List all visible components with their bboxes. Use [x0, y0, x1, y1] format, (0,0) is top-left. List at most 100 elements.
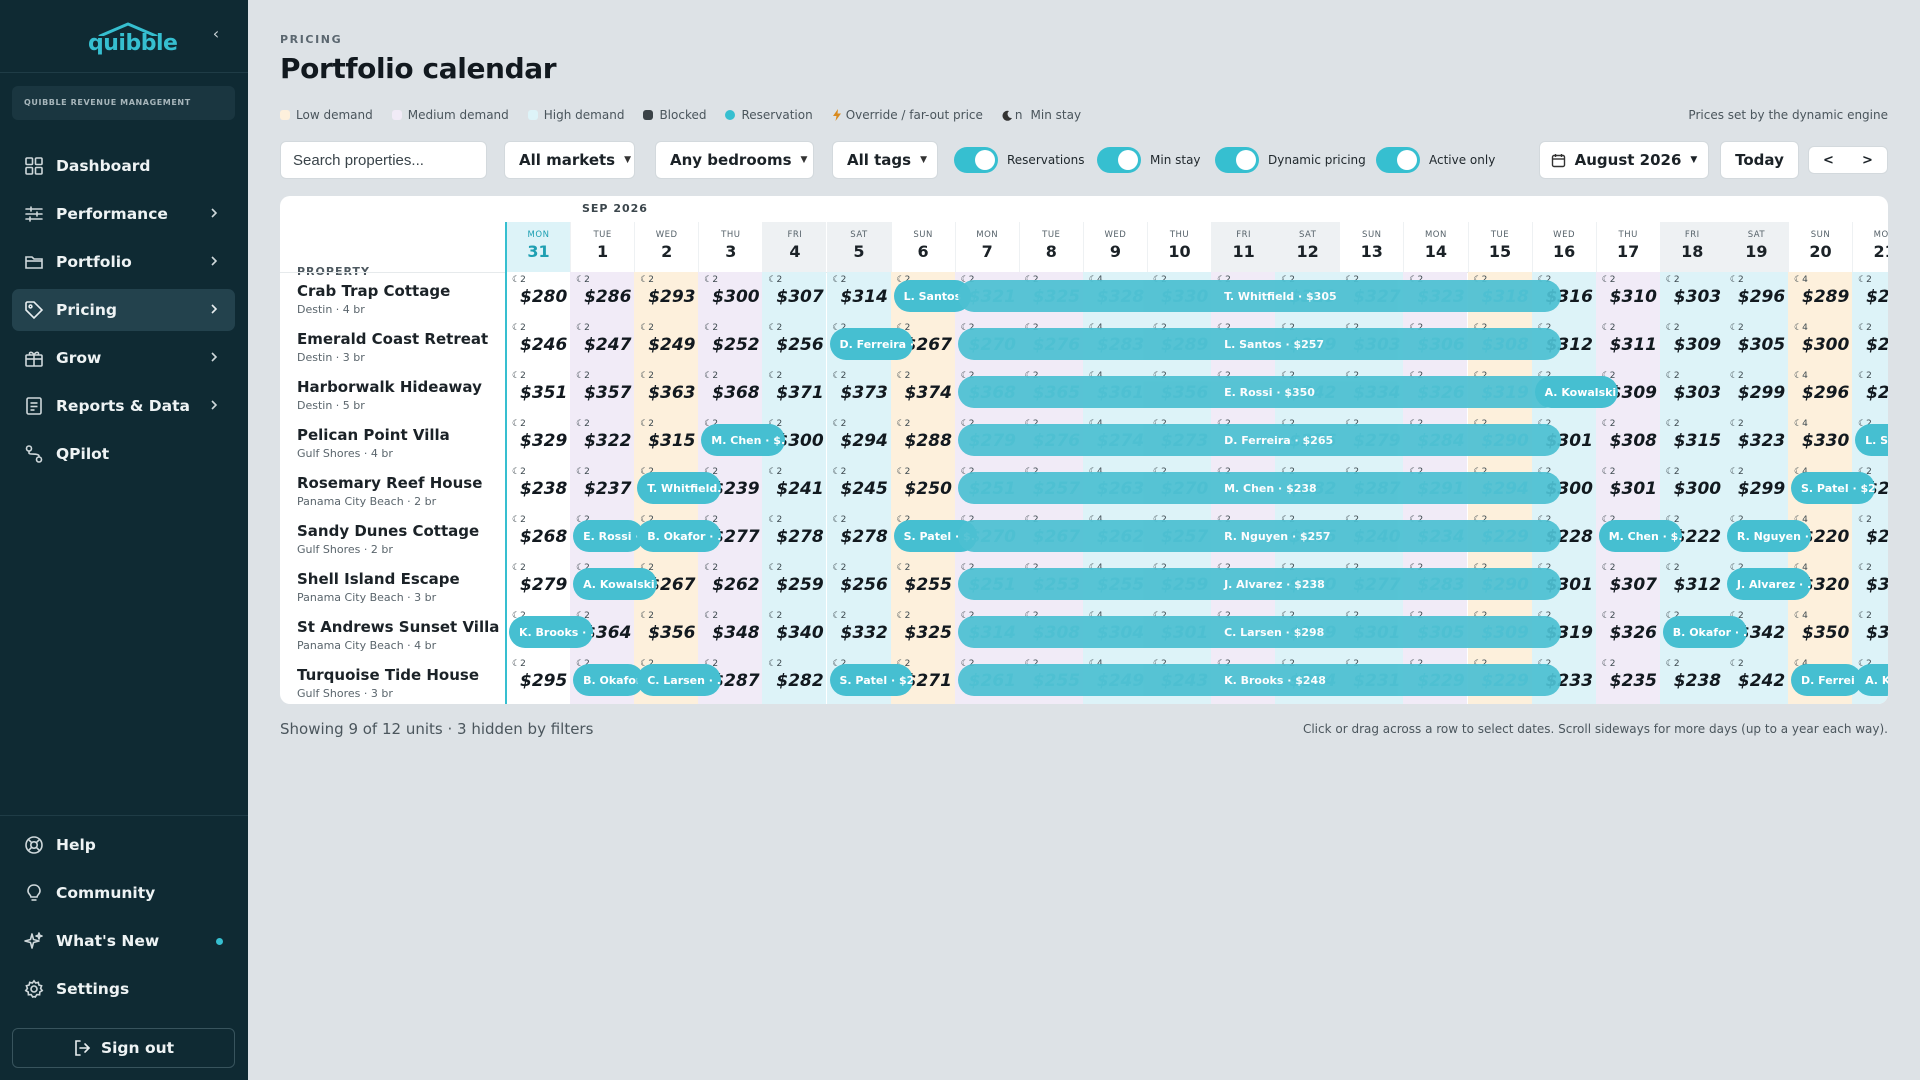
- nav-qpilot[interactable]: QPilot: [12, 433, 235, 475]
- price-cell[interactable]: ☾2 $262: [698, 560, 763, 608]
- price-cell[interactable]: ☾2 $299: [1723, 464, 1788, 512]
- reservation-bar[interactable]: E. Rossi · $...: [573, 520, 644, 552]
- price-cell[interactable]: ☾2 $250: [890, 464, 955, 512]
- price-cell[interactable]: ☾2 $29: [1852, 320, 1888, 368]
- prev-button[interactable]: <: [1823, 152, 1834, 168]
- price-cell[interactable]: ☾2 $357: [570, 368, 635, 416]
- property-row-label[interactable]: Emerald Coast Retreat Destin · 3 br: [280, 320, 505, 368]
- price-cell[interactable]: ☾2 $255: [890, 560, 955, 608]
- property-row-label[interactable]: Shell Island Escape Panama City Beach · 3…: [280, 560, 505, 608]
- markets-dropdown[interactable]: All markets ▼: [504, 141, 635, 179]
- nav-settings[interactable]: Settings: [12, 968, 235, 1010]
- reservation-bar[interactable]: J. Alvarez · ...: [1726, 568, 1811, 600]
- today-button[interactable]: Today: [1720, 141, 1799, 179]
- price-cell[interactable]: ☾2 $245: [826, 464, 891, 512]
- price-cell[interactable]: ☾2 $300: [698, 272, 763, 320]
- reservation-bar[interactable]: L. Sa...: [1855, 424, 1888, 456]
- price-cell[interactable]: ☾2 $322: [570, 416, 635, 464]
- day-header[interactable]: FRI 4: [762, 222, 827, 272]
- price-cell[interactable]: ☾2 $303: [1659, 272, 1724, 320]
- price-cell[interactable]: ☾2 $296: [1723, 272, 1788, 320]
- day-header[interactable]: SAT 19: [1723, 222, 1788, 272]
- property-row-label[interactable]: Turquoise Tide House Gulf Shores · 3 br: [280, 656, 505, 704]
- price-cell[interactable]: ☾2 $294: [826, 416, 891, 464]
- price-cell[interactable]: ☾4 $350: [1788, 608, 1852, 656]
- reservation-bar[interactable]: K. Brooks · $248: [957, 664, 1561, 696]
- property-row-label[interactable]: Sandy Dunes Cottage Gulf Shores · 2 br: [280, 512, 505, 560]
- reservation-bar[interactable]: A. Ko...: [1855, 664, 1888, 696]
- price-cell[interactable]: ☾2 $300: [1659, 464, 1724, 512]
- day-header[interactable]: TUE 1: [570, 222, 635, 272]
- price-cell[interactable]: ☾2 $311: [1595, 320, 1660, 368]
- nav-grow[interactable]: Grow: [12, 337, 235, 379]
- price-cell[interactable]: ☾2 $279: [506, 560, 570, 608]
- next-button[interactable]: >: [1862, 152, 1873, 168]
- tags-dropdown[interactable]: All tags ▼: [832, 141, 938, 179]
- day-header[interactable]: SUN 6: [890, 222, 955, 272]
- price-cell[interactable]: ☾2 $315: [634, 416, 699, 464]
- property-row-label[interactable]: Rosemary Reef House Panama City Beach · 2…: [280, 464, 505, 512]
- reservations-toggle[interactable]: Reservations: [954, 141, 1084, 179]
- price-cell[interactable]: ☾2 $280: [506, 272, 570, 320]
- price-cell[interactable]: ☾2 $256: [826, 560, 891, 608]
- price-cell[interactable]: ☾2 $303: [1659, 368, 1724, 416]
- day-header[interactable]: SAT 5: [826, 222, 891, 272]
- price-cell[interactable]: ☾2 $310: [1595, 272, 1660, 320]
- reservation-bar[interactable]: A. Kowalski...: [1534, 376, 1619, 408]
- nav-dashboard[interactable]: Dashboard: [12, 145, 235, 187]
- day-header[interactable]: WED 2: [634, 222, 699, 272]
- quibble-logo[interactable]: quibble: [88, 22, 178, 56]
- nav-whats-new[interactable]: What's New: [12, 920, 235, 962]
- price-cell[interactable]: ☾2 $249: [634, 320, 699, 368]
- active-only-toggle[interactable]: Active only: [1376, 141, 1495, 179]
- day-header[interactable]: THU 17: [1595, 222, 1660, 272]
- nav-help[interactable]: Help: [12, 824, 235, 866]
- reservation-bar[interactable]: M. Chen · $238: [957, 472, 1561, 504]
- price-cell[interactable]: ☾2 $301: [1595, 464, 1660, 512]
- day-header[interactable]: MON 14: [1403, 222, 1468, 272]
- price-cell[interactable]: ☾2 $241: [762, 464, 827, 512]
- nav-performance[interactable]: Performance: [12, 193, 235, 235]
- day-header[interactable]: WED 9: [1082, 222, 1147, 272]
- collapse-sidebar-button[interactable]: ‹: [212, 24, 220, 43]
- day-header[interactable]: THU 3: [698, 222, 763, 272]
- price-cell[interactable]: ☾2 $286: [570, 272, 635, 320]
- price-cell[interactable]: ☾2 $299: [1723, 368, 1788, 416]
- reservation-bar[interactable]: B. Okafor · ...: [1662, 616, 1747, 648]
- price-cell[interactable]: ☾2 $374: [890, 368, 955, 416]
- price-cell[interactable]: ☾2 $309: [1659, 320, 1724, 368]
- reservation-bar[interactable]: D. Ferreira · $265: [957, 424, 1561, 456]
- price-cell[interactable]: ☾2 $278: [826, 512, 891, 560]
- reservation-bar[interactable]: K. Brooks · ...: [509, 616, 593, 648]
- toggle-switch[interactable]: [1097, 147, 1141, 173]
- price-cell[interactable]: ☾2 $238: [506, 464, 570, 512]
- day-header[interactable]: TUE 15: [1467, 222, 1532, 272]
- nav-reports[interactable]: Reports & Data: [12, 385, 235, 427]
- price-cell[interactable]: ☾2 $329: [506, 416, 570, 464]
- reservation-bar[interactable]: R. Nguyen · $257: [957, 520, 1561, 552]
- property-row-label[interactable]: Harborwalk Hideaway Destin · 5 br: [280, 368, 505, 416]
- price-cell[interactable]: ☾4 $289: [1788, 272, 1852, 320]
- property-row-label[interactable]: St Andrews Sunset Villa Panama City Beach…: [280, 608, 505, 656]
- reservation-bar[interactable]: R. Nguyen · ...: [1726, 520, 1811, 552]
- price-cell[interactable]: ☾2 $351: [506, 368, 570, 416]
- price-cell[interactable]: ☾2 $246: [506, 320, 570, 368]
- price-cell[interactable]: ☾2 $312: [1659, 560, 1724, 608]
- price-cell[interactable]: ☾2 $315: [1659, 416, 1724, 464]
- reservation-bar[interactable]: B. Okafor · ...: [637, 520, 721, 552]
- price-cell[interactable]: ☾2 $242: [1723, 656, 1788, 704]
- reservation-bar[interactable]: J. Alvarez · $238: [957, 568, 1561, 600]
- reservation-bar[interactable]: D. Ferreira · ...: [829, 328, 914, 360]
- day-header[interactable]: FRI 18: [1659, 222, 1724, 272]
- price-cell[interactable]: ☾4 $330: [1788, 416, 1852, 464]
- price-cell[interactable]: ☾2 $238: [1659, 656, 1724, 704]
- price-cell[interactable]: ☾2 $256: [762, 320, 827, 368]
- day-header[interactable]: TUE 8: [1018, 222, 1083, 272]
- price-cell[interactable]: ☾2 $29: [1852, 368, 1888, 416]
- price-cell[interactable]: ☾2 $373: [826, 368, 891, 416]
- reservation-bar[interactable]: C. Larsen · $298: [957, 616, 1561, 648]
- reservation-bar[interactable]: M. Chen · $...: [1598, 520, 1683, 552]
- price-cell[interactable]: ☾2 $22: [1852, 512, 1888, 560]
- day-header[interactable]: SUN 13: [1339, 222, 1404, 272]
- price-cell[interactable]: ☾2 $326: [1595, 608, 1660, 656]
